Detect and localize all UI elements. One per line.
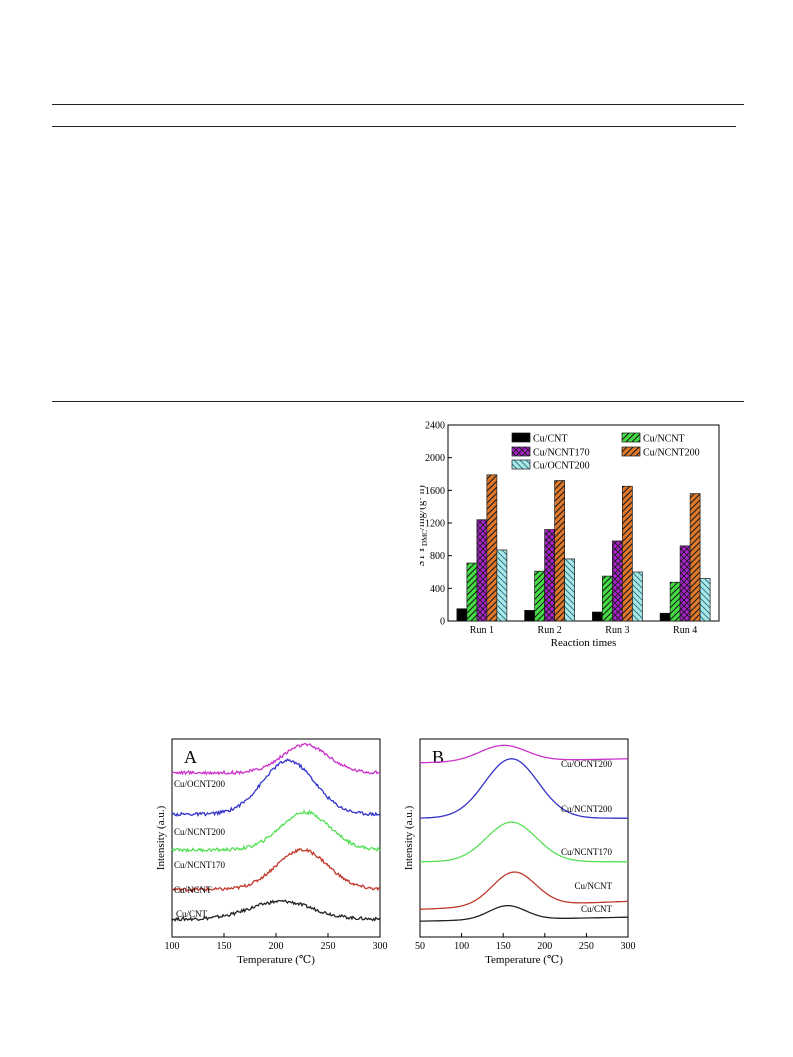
x-tick-label: Run 3 xyxy=(605,625,629,636)
bar-cu-ncnt200-run-2 xyxy=(554,480,565,622)
y-tick-label: 2000 xyxy=(425,453,445,464)
bar-cu-cnt-run-2 xyxy=(524,610,535,622)
x-tick-label: Run 4 xyxy=(673,625,697,636)
bar-cu-ncnt170-run-1 xyxy=(476,519,488,622)
y-tick-label: 2400 xyxy=(425,421,445,432)
x-tick-label: 100 xyxy=(165,941,180,952)
table-bottom-rule xyxy=(52,401,744,402)
y-tick-label: 800 xyxy=(430,551,445,562)
series-label-cu-ncnt200: Cu/NCNT200 xyxy=(561,804,613,814)
series-line-cu-ncnt170 xyxy=(420,821,628,863)
series-line-cu-ncnt170 xyxy=(171,809,381,853)
series-line-cu-ncnt200 xyxy=(420,758,628,819)
legend-swatch-cu-ncnt xyxy=(621,432,641,443)
series-label-cu-ocnt200: Cu/OCNT200 xyxy=(174,779,226,789)
legend-label-cu-ocnt200: Cu/OCNT200 xyxy=(533,461,590,472)
legend-swatch-cu-ncnt170 xyxy=(511,446,531,457)
y-axis-label: STYDMC/mg/(g· h)-1 xyxy=(420,479,429,567)
x-axis-label: Temperature (℃) xyxy=(485,954,563,966)
series-line-cu-ocnt200 xyxy=(171,742,381,776)
y-tick-label: 0 xyxy=(440,617,445,628)
series-line-cu-ncnt200 xyxy=(171,758,381,817)
bar-cu-ncnt-run-4 xyxy=(669,581,681,622)
panel-label: B xyxy=(432,747,444,767)
bar-cu-cnt-run-1 xyxy=(456,608,468,622)
y-axis-label: Intensity (a.u.) xyxy=(155,805,167,870)
panel-label: A xyxy=(184,747,197,767)
tpd-panel-b: 50 100 150 200 250 300 B Cu/CNT Cu/NCNT Cu/NCNT17… xyxy=(403,738,636,966)
series-label-cu-cnt: Cu/CNT xyxy=(581,904,613,914)
legend-label-cu-ncnt170: Cu/NCNT170 xyxy=(533,448,590,459)
series-line-cu-ncnt xyxy=(171,847,381,893)
series-label-cu-ncnt170: Cu/NCNT170 xyxy=(561,847,613,857)
x-tick-label: Run 1 xyxy=(470,625,494,636)
legend-swatch-cu-cnt xyxy=(511,432,531,443)
x-tick-label: Run 2 xyxy=(538,625,562,636)
legend-swatch-cu-ocnt200 xyxy=(511,459,531,470)
y-tick-label: 1600 xyxy=(425,486,445,497)
bar-cu-cnt-run-3 xyxy=(592,611,603,622)
series-line-cu-cnt xyxy=(419,904,628,922)
x-tick-label: 200 xyxy=(537,941,552,952)
y-axis-label-main: STY xyxy=(420,546,427,567)
table-header-rule xyxy=(52,126,736,127)
x-tick-label: 150 xyxy=(496,941,511,952)
x-tick-label: 300 xyxy=(373,941,388,952)
table-top-rule xyxy=(52,104,744,105)
y-axis-label-sup: -1 xyxy=(420,479,422,485)
bar-cu-ncnt200-run-1 xyxy=(486,474,498,622)
x-tick-label: 200 xyxy=(269,941,284,952)
bar-cu-ocnt200-run-2 xyxy=(564,558,575,622)
y-axis-label: Intensity (a.u.) xyxy=(403,805,415,870)
y-axis-label-unit: /mg/(g· h) xyxy=(420,485,427,530)
series-label-cu-ocnt200: Cu/OCNT200 xyxy=(561,759,613,769)
bar-cu-ncnt200-run-3 xyxy=(622,485,633,622)
tpd-panel-a: 100 150 200 250 300 A Cu/CNT Cu/NCNT Cu/NCNT170 C… xyxy=(155,738,388,966)
plot-frame xyxy=(171,738,381,938)
bar-cu-ncnt-run-1 xyxy=(466,562,478,622)
bar-cu-ncnt-run-3 xyxy=(602,575,613,622)
bar-cu-cnt-run-4 xyxy=(659,612,671,622)
legend-swatch-cu-ncnt200 xyxy=(621,446,641,457)
x-tick-label: 150 xyxy=(217,941,232,952)
series-label-cu-cnt: Cu/CNT xyxy=(176,909,208,919)
series-line-cu-ncnt xyxy=(419,871,628,910)
x-tick-label: 100 xyxy=(454,941,469,952)
legend-label-cu-ncnt: Cu/NCNT xyxy=(643,434,685,445)
series-line-cu-ocnt200 xyxy=(420,744,628,764)
plot-frame xyxy=(419,738,629,938)
x-tick-label: 300 xyxy=(621,941,636,952)
bar-chart-sty-dmc: 0 400 800 1200 1600 2000 2400 Run 1 Run 2 Run 3 Ru… xyxy=(420,421,720,649)
series-label-cu-ncnt: Cu/NCNT xyxy=(174,885,212,895)
bar-cu-ocnt200-run-1 xyxy=(496,549,508,622)
bar-cu-ocnt200-run-3 xyxy=(632,571,643,622)
bar-cu-ncnt170-run-4 xyxy=(679,545,691,622)
x-axis-label: Reaction times xyxy=(551,637,617,649)
series-label-cu-ncnt: Cu/NCNT xyxy=(574,881,612,891)
legend-label-cu-cnt: Cu/CNT xyxy=(533,434,567,445)
y-tick-label: 1200 xyxy=(425,519,445,530)
series-line-cu-cnt xyxy=(171,899,381,922)
series-label-cu-ncnt170: Cu/NCNT170 xyxy=(174,860,226,870)
x-tick-label: 50 xyxy=(415,941,425,952)
y-axis-label-sub: DMC xyxy=(421,530,429,546)
bar-cu-ocnt200-run-4 xyxy=(699,578,711,622)
legend-label-cu-ncnt200: Cu/NCNT200 xyxy=(643,448,700,459)
bar-cu-ncnt200-run-4 xyxy=(689,493,701,622)
x-tick-label: 250 xyxy=(321,941,336,952)
bar-cu-ncnt170-run-3 xyxy=(612,540,623,622)
x-axis-label: Temperature (℃) xyxy=(237,954,315,966)
x-tick-label: 250 xyxy=(579,941,594,952)
y-tick-label: 400 xyxy=(430,584,445,595)
bar-cu-ncnt170-run-2 xyxy=(544,529,555,622)
series-label-cu-ncnt200: Cu/NCNT200 xyxy=(174,827,226,837)
bar-cu-ncnt-run-2 xyxy=(534,570,545,622)
